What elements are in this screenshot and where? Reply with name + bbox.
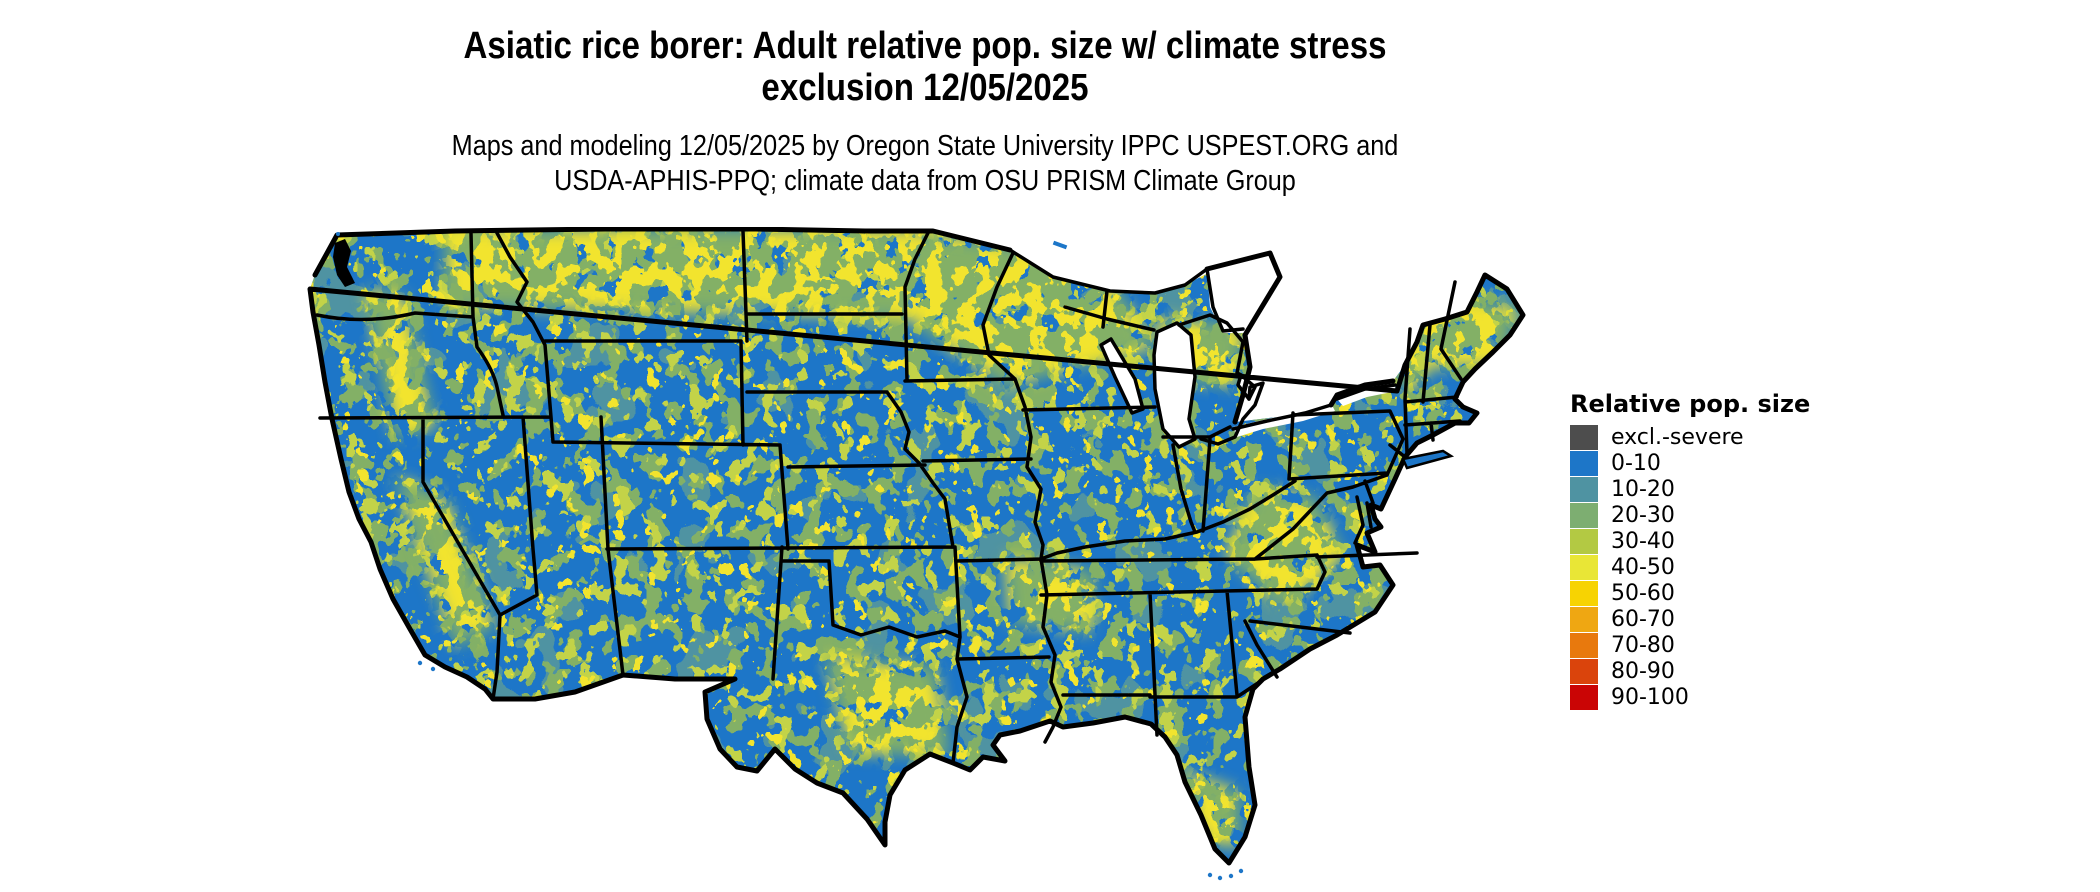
legend-label: 90-100 <box>1611 685 1689 710</box>
legend-item: 30-40 <box>1570 529 1810 554</box>
legend-label: 30-40 <box>1611 529 1675 554</box>
legend-item: 60-70 <box>1570 607 1810 632</box>
legend-swatch-excl-severe <box>1570 425 1598 450</box>
great-lakes <box>1010 233 1397 447</box>
legend-label: 50-60 <box>1611 581 1675 606</box>
legend-item: 10-20 <box>1570 477 1810 502</box>
legend-swatch-0-10 <box>1570 451 1598 476</box>
legend-item: 70-80 <box>1570 633 1810 658</box>
coastal-details <box>333 232 1455 881</box>
legend-label: 40-50 <box>1611 555 1675 580</box>
legend-label: excl.-severe <box>1611 425 1744 450</box>
legend-swatch-90-100 <box>1570 685 1598 710</box>
legend-label: 20-30 <box>1611 503 1675 528</box>
subtitle-line1: Maps and modeling 12/05/2025 by Oregon S… <box>451 130 1399 162</box>
legend-swatch-50-60 <box>1570 581 1598 606</box>
legend: Relative pop. size excl.-severe 0-10 10-… <box>1570 392 1810 711</box>
legend-swatch-10-20 <box>1570 477 1598 502</box>
legend-swatch-40-50 <box>1570 555 1598 580</box>
legend-swatch-30-40 <box>1570 529 1598 554</box>
us-map-svg <box>307 226 1526 881</box>
legend-item: 50-60 <box>1570 581 1810 606</box>
lake-shorelines <box>1008 248 1397 449</box>
legend-label: 0-10 <box>1611 451 1661 476</box>
legend-item: 90-100 <box>1570 685 1810 710</box>
legend-item: 40-50 <box>1570 555 1810 580</box>
page-title-line2: exclusion 12/05/2025 <box>761 67 1089 109</box>
us-outline <box>307 226 1526 866</box>
state-borders <box>315 229 1463 765</box>
legend-swatch-20-30 <box>1570 503 1598 528</box>
legend-item: 0-10 <box>1570 451 1810 476</box>
legend-swatch-80-90 <box>1570 659 1598 684</box>
legend-label: 80-90 <box>1611 659 1675 684</box>
lake-michigan <box>1154 323 1195 447</box>
legend-label: 60-70 <box>1611 607 1675 632</box>
legend-swatch-70-80 <box>1570 633 1598 658</box>
green-bay <box>1101 339 1143 413</box>
lake-huron <box>1207 249 1283 333</box>
subtitle-line2: USDA-APHIS-PPQ; climate data from OSU PR… <box>554 165 1296 197</box>
long-island <box>1401 449 1455 470</box>
legend-label: 70-80 <box>1611 633 1675 658</box>
legend-title: Relative pop. size <box>1570 390 1811 418</box>
legend-label: 10-20 <box>1611 477 1675 502</box>
legend-item: 80-90 <box>1570 659 1810 684</box>
legend-swatch-60-70 <box>1570 607 1598 632</box>
puget-sound <box>333 239 355 287</box>
header: Asiatic rice borer: Adult relative pop. … <box>225 0 1625 198</box>
legend-item: excl.-severe <box>1570 425 1810 450</box>
page-title-line1: Asiatic rice borer: Adult relative pop. … <box>463 25 1387 67</box>
legend-item: 20-30 <box>1570 503 1810 528</box>
us-map <box>305 226 1528 885</box>
